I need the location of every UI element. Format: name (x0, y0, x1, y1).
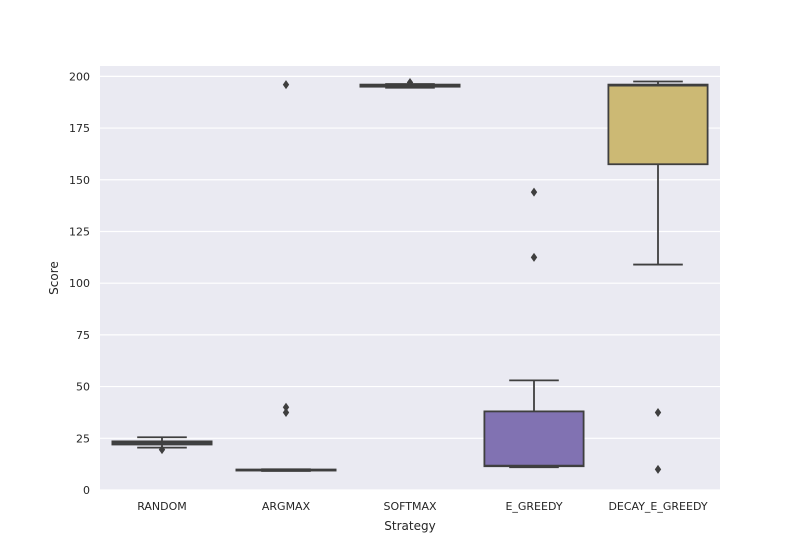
y-axis-label: Score (47, 261, 61, 295)
outlier-point (654, 407, 662, 417)
box-argmax (235, 80, 337, 472)
y-tick-label: 0 (83, 484, 90, 497)
outlier-point (282, 80, 290, 90)
x-tick-label: E_GREEDY (505, 500, 562, 513)
x-tick-label: DECAY_E_GREEDY (608, 500, 707, 513)
y-tick-labels: 0 25 50 75 100 125 150 175 200 (69, 70, 90, 497)
box-decay-e-greedy (607, 80, 709, 474)
y-tick-label: 175 (69, 122, 90, 135)
iqr-box (607, 83, 709, 166)
outlier-point (158, 445, 166, 455)
y-tick-label: 25 (76, 432, 90, 445)
x-axis-label: Strategy (384, 519, 435, 533)
y-tick-label: 50 (76, 381, 90, 394)
y-tick-label: 125 (69, 225, 90, 238)
iqr-box (483, 410, 585, 468)
x-tick-label: RANDOM (137, 500, 187, 513)
y-tick-label: 75 (76, 329, 90, 342)
gridlines (100, 75, 720, 491)
y-tick-label: 200 (69, 70, 90, 83)
outlier-point (406, 78, 414, 88)
x-tick-label: SOFTMAX (383, 500, 437, 513)
outlier-point (282, 407, 290, 417)
outlier-point (654, 464, 662, 474)
x-tick-labels: RANDOM ARGMAX SOFTMAX E_GREEDY DECAY_E_GREED… (137, 500, 708, 513)
box-softmax (359, 78, 461, 89)
box-e-greedy (483, 187, 585, 469)
outlier-point (282, 402, 290, 412)
x-tick-label: ARGMAX (262, 500, 311, 513)
box-plots (111, 78, 709, 474)
outlier-point (530, 252, 538, 262)
y-tick-label: 150 (69, 174, 90, 187)
y-tick-label: 100 (69, 277, 90, 290)
box-random (111, 436, 213, 455)
outlier-point (530, 187, 538, 197)
